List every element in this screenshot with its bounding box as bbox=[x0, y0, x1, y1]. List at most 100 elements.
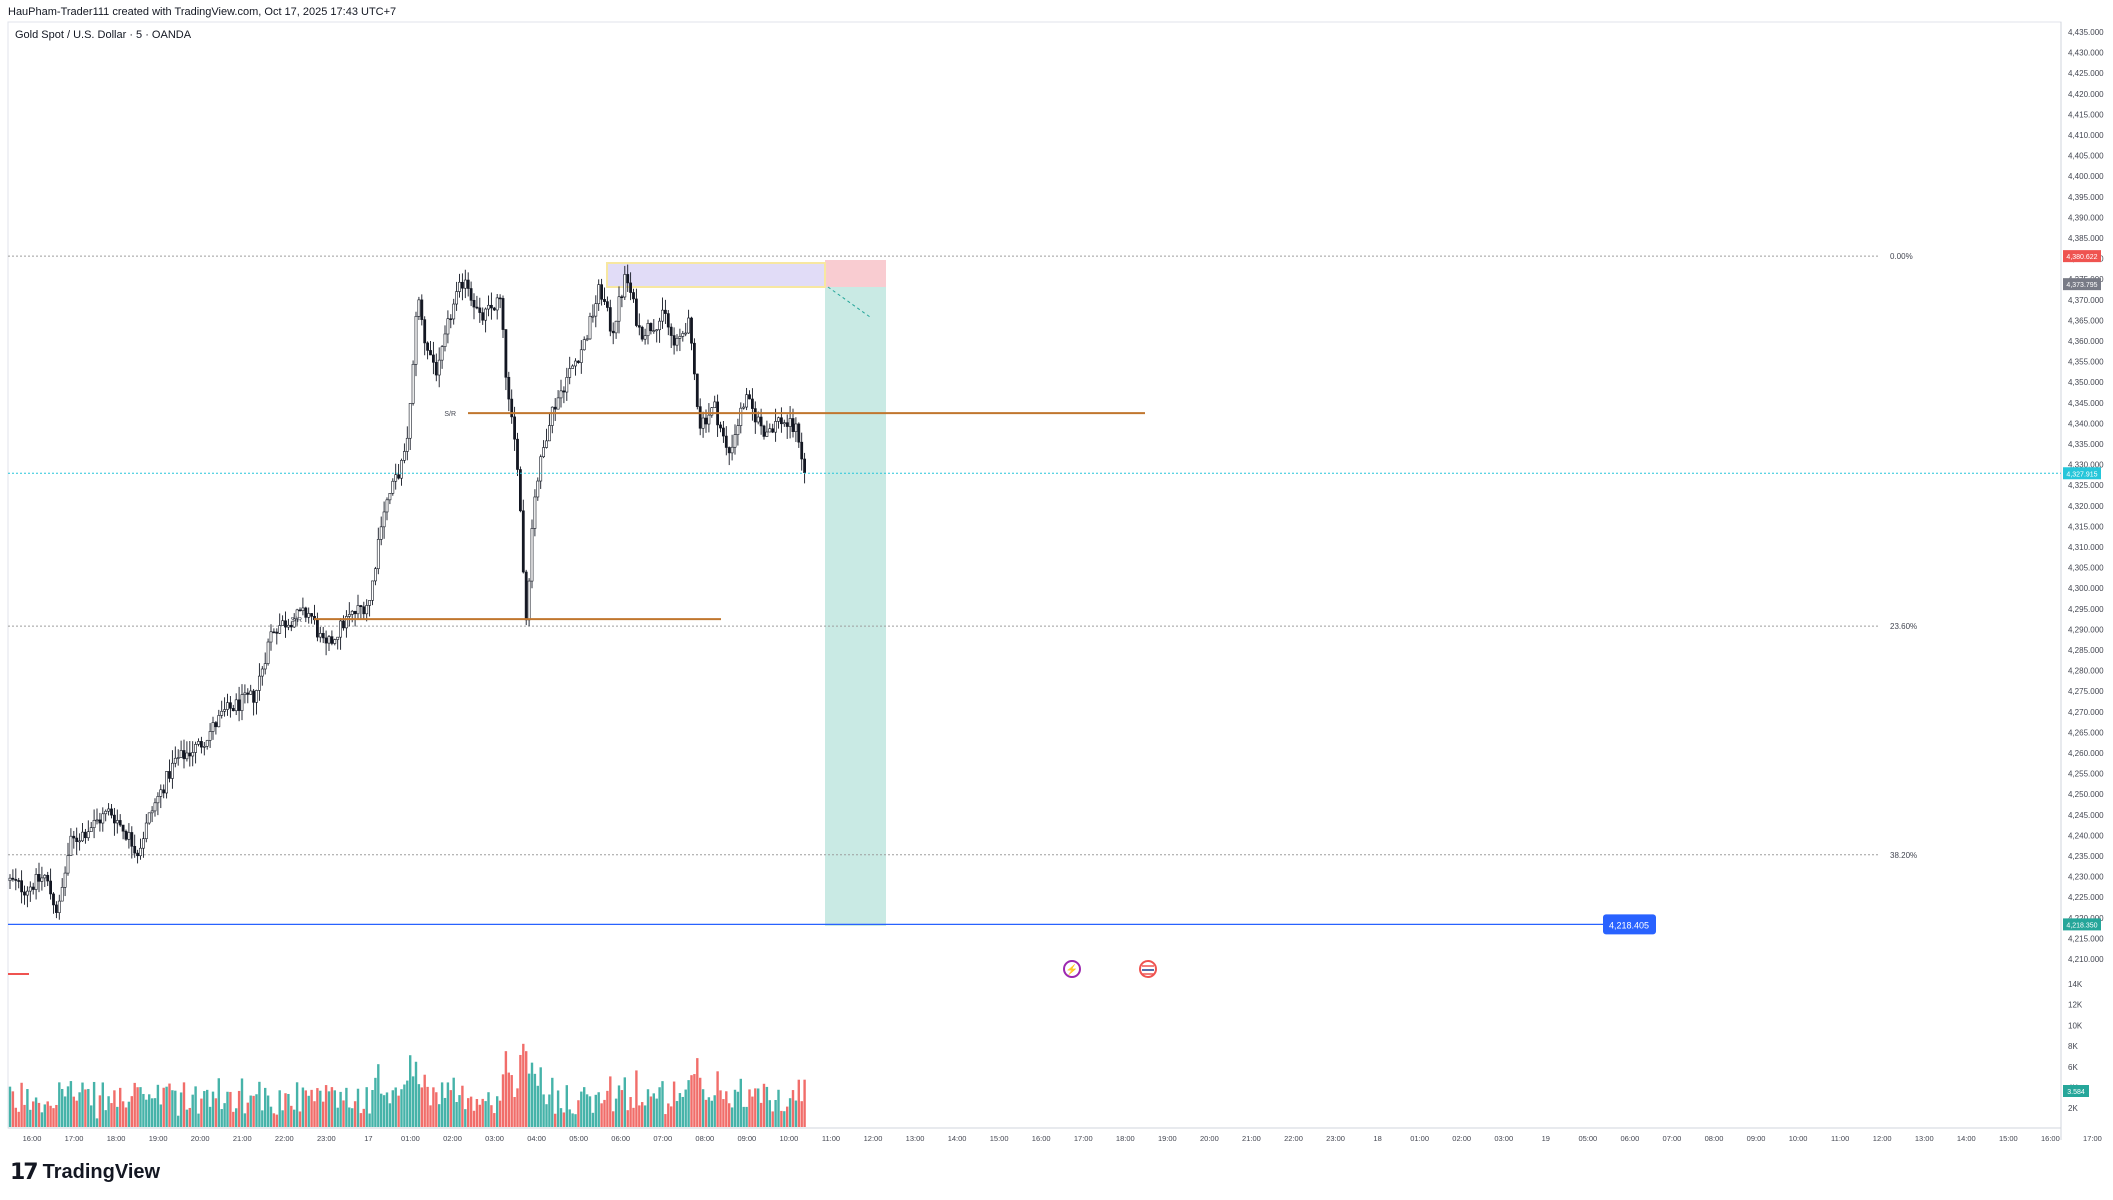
candle-body bbox=[144, 822, 148, 839]
y-tick-label: 4,385.000 bbox=[2068, 234, 2104, 243]
volume-bar bbox=[46, 1101, 49, 1127]
volume-bar bbox=[229, 1091, 232, 1127]
candle-body bbox=[559, 390, 563, 399]
volume-bar bbox=[185, 1109, 189, 1127]
candle-body bbox=[327, 636, 331, 644]
candle-body bbox=[446, 318, 450, 335]
volume-bar bbox=[301, 1087, 305, 1127]
volume-bar bbox=[394, 1087, 397, 1127]
volume-bar bbox=[696, 1058, 699, 1127]
symbol-title[interactable]: Gold Spot / U.S. Dollar · 5 · OANDA bbox=[15, 29, 192, 41]
volume-bar bbox=[232, 1111, 235, 1127]
x-tick-label: 06:00 bbox=[1621, 1134, 1640, 1143]
volume-bar bbox=[458, 1095, 461, 1127]
stop-zone[interactable] bbox=[825, 260, 886, 287]
volume-bar bbox=[699, 1077, 702, 1127]
volume-bar bbox=[171, 1090, 174, 1127]
volume-tick-label: 6K bbox=[2068, 1063, 2078, 1072]
volume-bar bbox=[411, 1076, 415, 1127]
candle-body bbox=[672, 335, 676, 346]
flash-event-icon[interactable]: ⚡ bbox=[1063, 960, 1081, 978]
candle-body bbox=[649, 323, 653, 332]
volume-bar bbox=[269, 1106, 273, 1127]
candle-body bbox=[588, 316, 592, 340]
candle-body bbox=[391, 480, 395, 494]
candle-body bbox=[455, 291, 459, 305]
volume-bar bbox=[429, 1105, 432, 1127]
y-tick-label: 4,295.000 bbox=[2068, 605, 2104, 614]
price-badges: 4,380.622 4,373.795 4,327.915 4,218.350 3.58… bbox=[2063, 250, 2101, 1097]
candle-body bbox=[487, 304, 490, 310]
fib-retracement[interactable]: 0.00% 23.60% 38.20% bbox=[8, 252, 1917, 860]
target-zone[interactable] bbox=[825, 287, 886, 926]
volume-bar bbox=[217, 1078, 220, 1127]
candle-body bbox=[437, 359, 441, 376]
volume-bar bbox=[127, 1101, 131, 1127]
candle-body bbox=[727, 447, 731, 454]
y-tick-label: 4,365.000 bbox=[2068, 316, 2104, 325]
candle-body bbox=[603, 299, 606, 302]
volume-bar bbox=[481, 1098, 484, 1127]
candle-body bbox=[20, 880, 24, 893]
volume-bar bbox=[327, 1091, 331, 1127]
x-tick-label: 08:00 bbox=[695, 1134, 714, 1143]
volume-bar bbox=[527, 1073, 531, 1127]
volume-bar bbox=[281, 1110, 284, 1127]
volume-bar bbox=[293, 1109, 296, 1127]
candle-body bbox=[124, 830, 128, 840]
candle-body bbox=[452, 303, 456, 320]
candle-body bbox=[182, 750, 186, 760]
time-axis[interactable]: 16:00 17:00 18:00 19:00 20:00 21:00 22:00 23:00… bbox=[23, 1134, 2102, 1143]
volume-bar bbox=[362, 1108, 365, 1127]
volume-bar bbox=[438, 1104, 441, 1127]
volume-bar bbox=[684, 1089, 687, 1127]
volume-bar bbox=[803, 1079, 806, 1127]
volume-bar bbox=[759, 1102, 763, 1127]
volume-bar bbox=[84, 1089, 87, 1127]
candle-body bbox=[336, 636, 340, 640]
y-tick-label: 4,315.000 bbox=[2068, 522, 2104, 531]
candle-body bbox=[663, 309, 667, 314]
candle-body bbox=[197, 741, 200, 745]
trade-path-line bbox=[827, 286, 871, 318]
drawing-lines[interactable]: S/R S/R 4,218.405 bbox=[8, 286, 2061, 935]
volume-bar bbox=[493, 1113, 496, 1127]
price-axis[interactable]: 4,435.000 4,430.000 4,425.000 4,420.000 4,41… bbox=[2068, 28, 2104, 964]
candles bbox=[8, 264, 807, 920]
candle-body bbox=[49, 880, 53, 895]
entry-zone[interactable] bbox=[606, 262, 826, 288]
us-flag-event-icon[interactable] bbox=[1139, 960, 1157, 978]
candle-body bbox=[431, 354, 435, 363]
volume-bar bbox=[237, 1090, 241, 1127]
volume-bar bbox=[23, 1104, 26, 1127]
candle-body bbox=[779, 417, 783, 425]
candle-body bbox=[350, 610, 354, 615]
x-tick-label: 22:00 bbox=[275, 1134, 294, 1143]
candle-body bbox=[626, 274, 630, 284]
candle-body bbox=[576, 360, 580, 363]
candle-body bbox=[617, 296, 621, 322]
volume-bar bbox=[136, 1087, 139, 1127]
candle-body bbox=[63, 872, 67, 888]
volume-bar bbox=[194, 1086, 197, 1127]
volume-bar bbox=[58, 1082, 61, 1127]
volume-bar bbox=[34, 1097, 38, 1127]
volume-bar bbox=[585, 1094, 589, 1127]
candle-body bbox=[60, 886, 64, 902]
candle-body bbox=[255, 690, 258, 703]
candle-body bbox=[89, 827, 93, 832]
volume-bar bbox=[371, 1089, 374, 1127]
candle-body bbox=[333, 639, 337, 644]
volume-bar bbox=[455, 1102, 458, 1127]
volume-bar bbox=[501, 1074, 505, 1127]
target-price-label: 4,218.405 bbox=[1609, 920, 1649, 930]
target-price-label-box[interactable] bbox=[1603, 914, 1656, 935]
volume-bar bbox=[577, 1100, 580, 1127]
volume-bar bbox=[733, 1089, 737, 1127]
candle-body bbox=[127, 832, 131, 840]
candle-body bbox=[208, 731, 212, 741]
x-tick-label: 01:00 bbox=[1410, 1134, 1429, 1143]
candle-body bbox=[162, 789, 166, 794]
volume-bar bbox=[351, 1108, 354, 1127]
